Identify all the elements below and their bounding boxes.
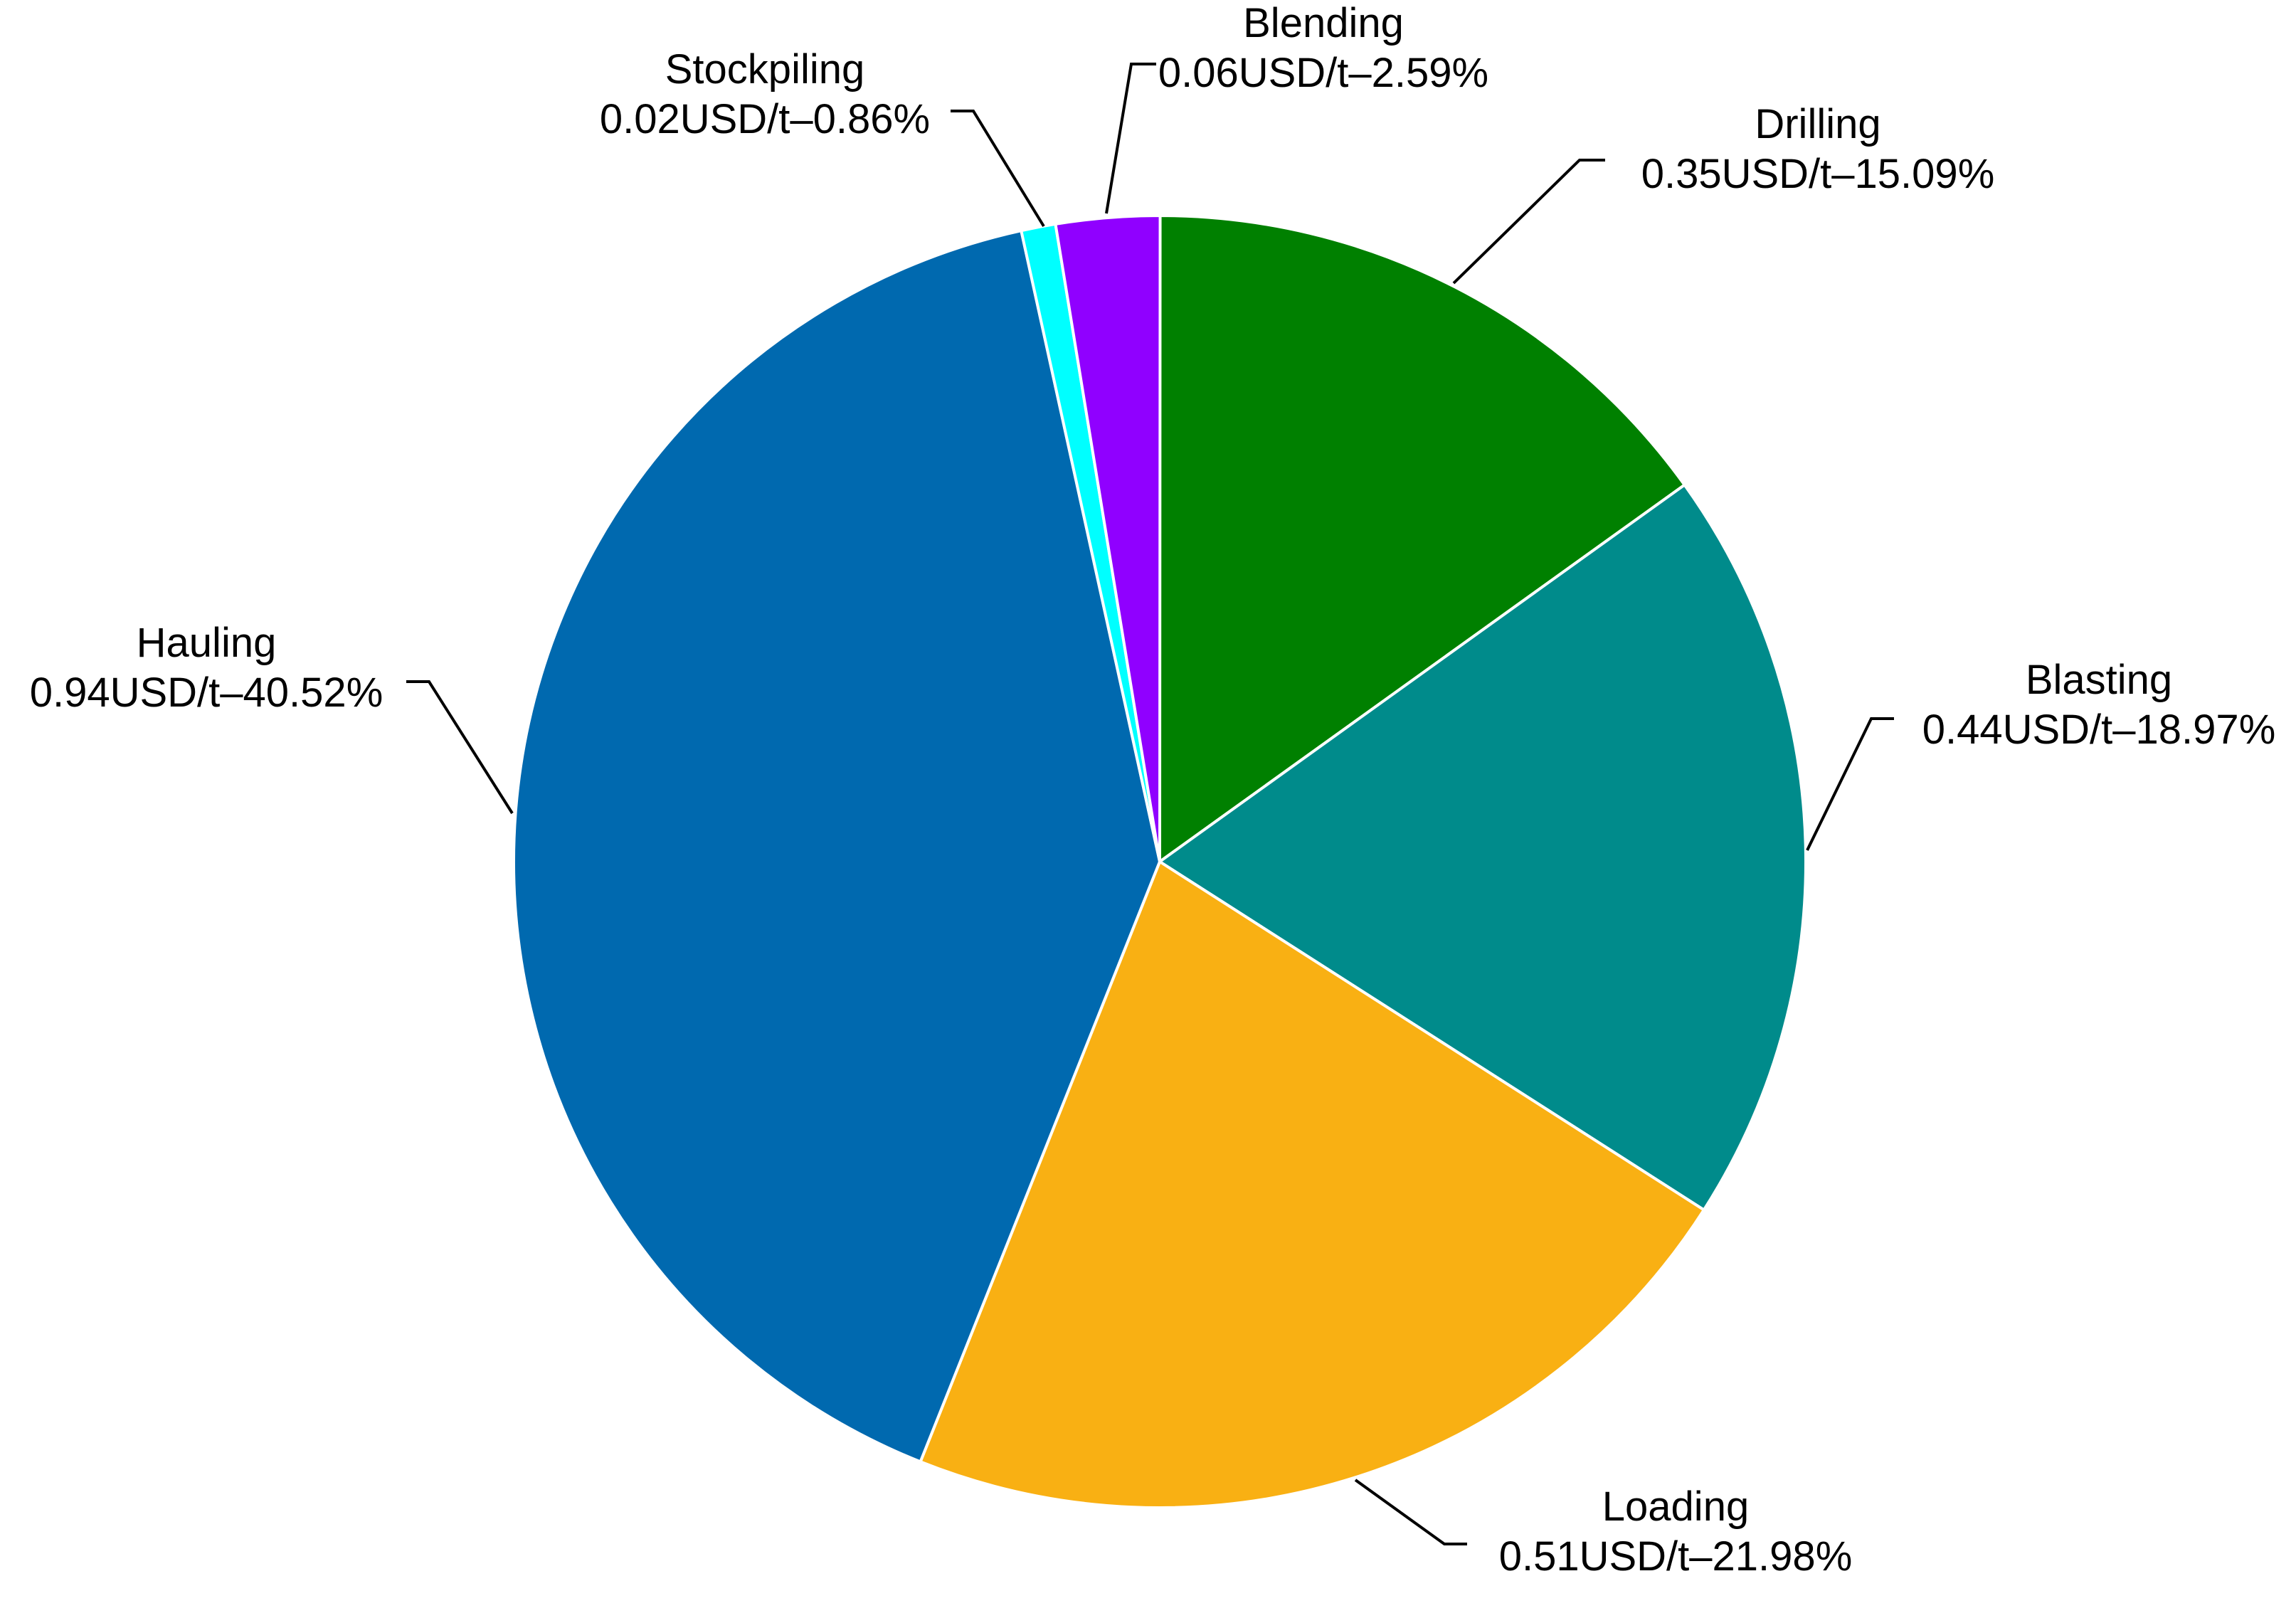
slice-label-name-hauling: Hauling (137, 620, 277, 666)
pie-slices (512, 213, 1807, 1509)
slice-label-name-loading: Loading (1602, 1484, 1749, 1530)
slice-label-name-drilling: Drilling (1755, 101, 1880, 147)
leader-line-stockpiling (951, 110, 1045, 228)
leader-line-blending (1105, 63, 1156, 214)
leader-line-drilling (1452, 159, 1605, 285)
slice-label-value-blending: 0.06USD/t–2.59% (1158, 50, 1488, 96)
pie-slice-blending (1054, 213, 1162, 863)
slice-label-value-loading: 0.51USD/t–21.98% (1499, 1533, 1853, 1580)
slice-label-name-blasting: Blasting (2026, 657, 2172, 703)
leader-line-hauling (406, 680, 514, 815)
pie-slice-loading (919, 860, 1705, 1509)
leader-lines (406, 63, 1894, 1545)
pie-slice-hauling (512, 229, 1161, 1464)
slice-label-value-hauling: 0.94USD/t–40.52% (30, 670, 383, 716)
slice-label-name-stockpiling: Stockpiling (665, 46, 864, 92)
slice-label-value-blasting: 0.44USD/t–18.97% (1922, 707, 2276, 753)
slice-label-value-stockpiling: 0.02USD/t–0.86% (600, 96, 930, 142)
slice-label-value-drilling: 0.35USD/t–15.09% (1641, 151, 1995, 197)
pie-slice-blasting (1158, 483, 1807, 1212)
leader-line-loading (1354, 1479, 1467, 1545)
pie-slice-drilling (1158, 214, 1686, 863)
leader-line-blasting (1806, 717, 1894, 851)
slice-label-name-blending: Blending (1243, 0, 1404, 46)
